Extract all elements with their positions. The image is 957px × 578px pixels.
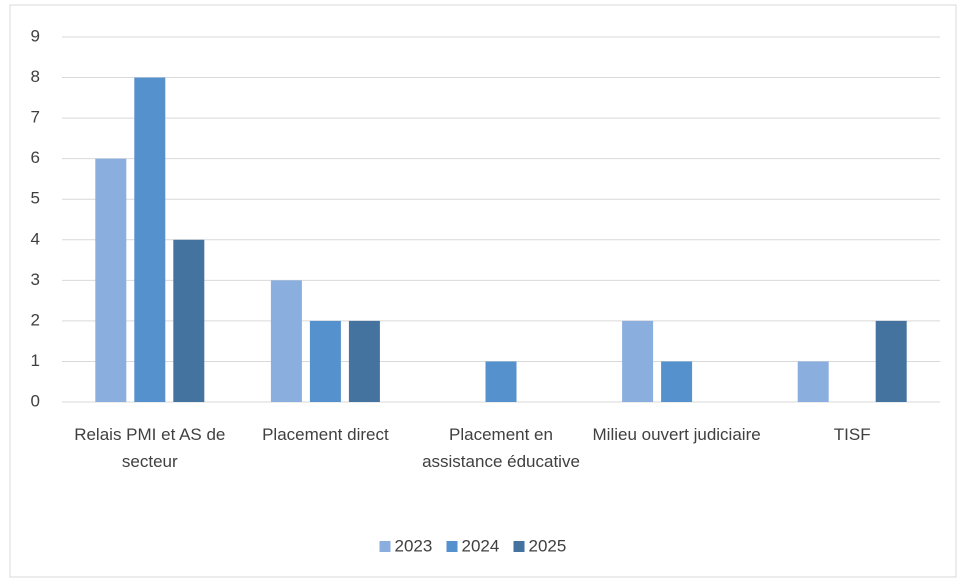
y-tick-label: 1: [31, 351, 40, 370]
legend-swatch: [446, 541, 458, 552]
legend-label: 2023: [395, 536, 433, 555]
y-tick-label: 6: [31, 148, 40, 167]
y-tick-label: 9: [31, 26, 40, 45]
bar: [95, 158, 127, 402]
legend-swatch: [513, 541, 525, 552]
bar: [622, 320, 654, 402]
y-tick-label: 7: [31, 108, 40, 127]
y-tick-label: 2: [31, 310, 40, 329]
y-tick-label: 3: [31, 270, 40, 289]
legend-swatch: [379, 541, 391, 552]
bar: [797, 361, 829, 402]
x-tick-label: Placement direct: [262, 425, 389, 444]
bar: [270, 280, 302, 402]
bar: [485, 361, 517, 402]
y-tick-label: 8: [31, 67, 40, 86]
y-tick-label: 5: [31, 189, 40, 208]
x-tick-label: Milieu ouvert judiciaire: [592, 425, 761, 444]
chart-border: [9, 4, 957, 578]
bar: [661, 361, 693, 402]
bar: [134, 77, 166, 403]
legend-label: 2024: [462, 536, 500, 555]
bar: [875, 320, 907, 402]
y-tick-label: 0: [31, 391, 40, 410]
bar: [309, 320, 341, 402]
y-tick-label: 4: [31, 229, 40, 248]
x-tick-label: Relais PMI et AS de secteur: [74, 425, 226, 471]
legend-label: 2025: [529, 536, 567, 555]
x-tick-label: Placement en assistance éducative: [422, 425, 580, 471]
x-tick-label: TISF: [833, 425, 871, 444]
bar: [173, 239, 205, 402]
bar: [348, 320, 380, 402]
